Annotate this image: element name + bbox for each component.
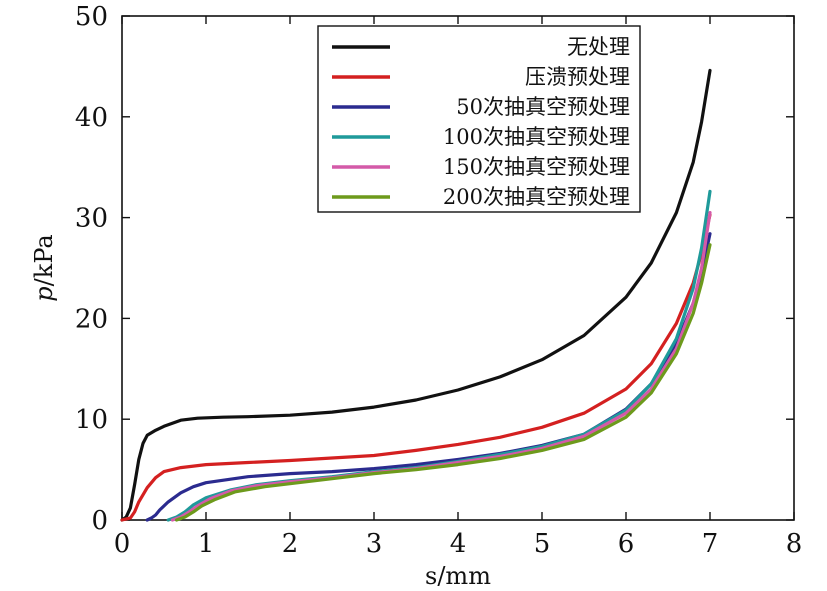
ticks	[121, 15, 795, 521]
y-tick-label: 10	[75, 405, 108, 435]
series-line-5	[175, 243, 712, 522]
series-line-2	[145, 232, 712, 522]
x-tick-label: 4	[450, 529, 467, 559]
x-tick-label: 0	[114, 529, 131, 559]
x-tick-label: 7	[702, 529, 719, 559]
series-lines	[120, 68, 712, 522]
y-axis-label-unit: /kPa	[30, 234, 58, 286]
y-tick-label: 40	[75, 103, 108, 133]
x-tick-label: 8	[786, 529, 803, 559]
legend-label-5: 200次抽真空预处理	[443, 185, 630, 209]
legend-box	[317, 25, 641, 213]
tick-labels: 0 1 2 3 4 5 6 7 8 0 10 20 30 40 50	[75, 2, 802, 559]
x-tick-label: 2	[282, 529, 299, 559]
series-line-3	[166, 189, 712, 522]
x-tick-label: 6	[618, 529, 635, 559]
y-axis-label: p/kPa	[30, 234, 58, 301]
series-line-4	[170, 211, 712, 522]
x-tick-label: 5	[534, 529, 551, 559]
series-line-1	[120, 213, 712, 522]
legend-label-1: 压溃预处理	[525, 65, 630, 89]
y-tick-label: 0	[91, 506, 108, 536]
y-axis-label-var: p	[30, 286, 58, 301]
legend-label-3: 100次抽真空预处理	[443, 125, 630, 149]
legend-label-4: 150次抽真空预处理	[443, 155, 630, 179]
legend-label-2: 50次抽真空预处理	[456, 95, 630, 119]
series-line-0	[120, 68, 712, 522]
y-tick-label: 30	[75, 204, 108, 234]
y-tick-label: 50	[75, 2, 108, 32]
x-tick-label: 3	[366, 529, 383, 559]
legend-label-0: 无处理	[567, 35, 630, 59]
x-tick-label: 1	[198, 529, 215, 559]
x-axis-label: s/mm	[425, 562, 491, 590]
y-tick-label: 20	[75, 304, 108, 334]
